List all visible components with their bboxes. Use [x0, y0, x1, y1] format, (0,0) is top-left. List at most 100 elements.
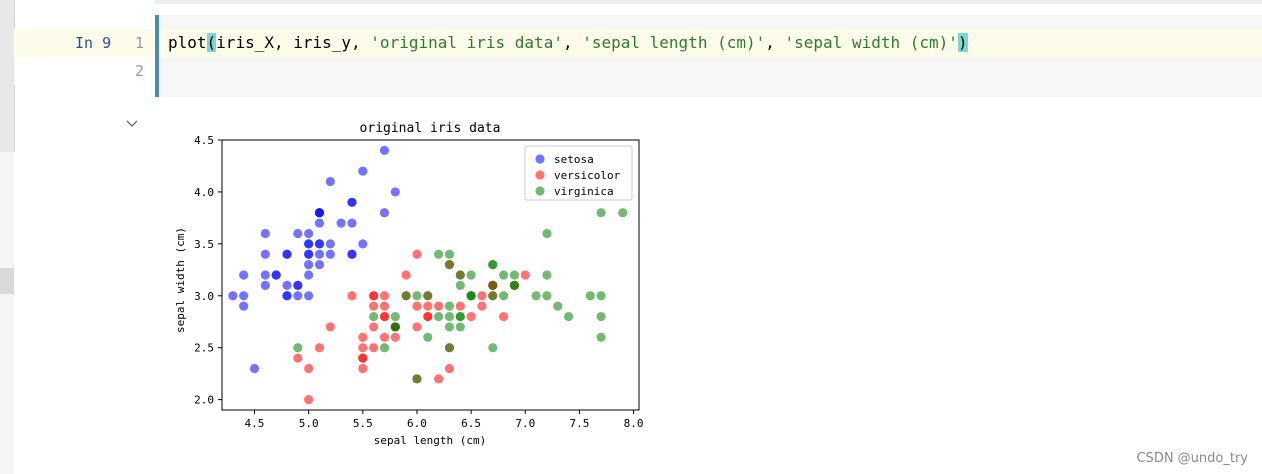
code-sep-2: ,	[765, 33, 785, 52]
point-virginica-13	[379, 343, 390, 353]
point-setosa-14	[390, 187, 400, 197]
point-versicolor-8	[477, 301, 487, 311]
line-number-2: 2	[134, 62, 144, 80]
point-virginica-20	[509, 270, 520, 280]
legend-label-virginica: virginica	[554, 185, 614, 198]
point-setosa-28	[325, 249, 335, 259]
point-versicolor-47	[434, 301, 444, 311]
point-versicolor-38	[369, 291, 379, 301]
open-paren: (	[206, 33, 217, 52]
point-versicolor-42	[390, 332, 400, 342]
point-virginica-15	[455, 270, 465, 280]
point-versicolor-3	[358, 363, 368, 374]
code-arg-xlabel: 'sepal length (cm)'	[582, 33, 766, 52]
point-versicolor-13	[423, 301, 433, 311]
point-virginica-2	[531, 291, 541, 301]
point-versicolor-33	[412, 322, 422, 332]
point-versicolor-26	[499, 311, 509, 322]
point-setosa-47	[260, 270, 270, 280]
x-tick-label: 5.5	[353, 417, 373, 430]
point-versicolor-44	[369, 322, 379, 332]
point-virginica-42	[390, 322, 400, 332]
point-virginica-18	[596, 332, 606, 342]
code-arg-ylabel: 'sepal width (cm)'	[784, 33, 958, 52]
point-setosa-29	[271, 270, 281, 280]
point-setosa-35	[304, 270, 314, 280]
point-virginica-32	[455, 311, 465, 322]
point-virginica-27	[423, 291, 433, 301]
point-setosa-39	[314, 249, 325, 259]
point-virginica-40	[488, 280, 498, 290]
point-versicolor-24	[455, 301, 465, 311]
point-setosa-13	[228, 291, 238, 301]
point-setosa-8	[239, 301, 249, 311]
point-virginica-36	[444, 249, 455, 259]
code-cell[interactable]: In 9 1 2 plot(iris_X, iris_y, 'original …	[14, 15, 1262, 97]
point-setosa-43	[304, 239, 314, 249]
point-virginica-5	[585, 291, 595, 301]
point-versicolor-7	[293, 353, 303, 363]
point-virginica-44	[488, 260, 498, 270]
code-editor[interactable]: plot(iris_X, iris_y, 'original iris data…	[155, 15, 1262, 97]
point-versicolor-46	[379, 301, 390, 311]
scatter-chart: original iris data sepal length (cm) sep…	[174, 121, 644, 447]
point-virginica-9	[542, 228, 552, 239]
legend-marker-setosa	[535, 154, 545, 164]
point-setosa-26	[304, 249, 314, 259]
point-setosa-21	[314, 218, 325, 228]
point-versicolor-39	[358, 343, 368, 353]
point-setosa-24	[282, 249, 292, 259]
point-virginica-49	[401, 291, 411, 301]
point-versicolor-48	[314, 343, 325, 353]
y-tick-label: 2.0	[194, 394, 214, 407]
x-axis-label: sepal length (cm)	[374, 434, 487, 447]
point-virginica-30	[563, 311, 574, 322]
point-versicolor-28	[412, 301, 422, 311]
y-tick-label: 4.0	[194, 186, 214, 199]
point-virginica-33	[444, 311, 455, 322]
legend-box	[524, 145, 633, 201]
point-setosa-46	[314, 208, 325, 218]
point-setosa-30	[282, 280, 292, 290]
chevron-down-icon[interactable]	[126, 117, 138, 132]
close-paren: )	[957, 33, 968, 52]
point-virginica-41	[509, 280, 520, 290]
y-tick-label: 3.0	[194, 290, 214, 303]
point-versicolor-29	[379, 332, 390, 342]
point-setosa-36	[358, 239, 368, 249]
x-tick-label: 7.5	[569, 417, 589, 430]
point-virginica-46	[444, 343, 455, 353]
point-virginica-8	[488, 343, 498, 353]
point-virginica-21	[369, 311, 379, 322]
point-setosa-6	[260, 249, 270, 259]
current-line-highlight: plot(iris_X, iris_y, 'original iris data…	[159, 29, 1262, 57]
point-versicolor-9	[325, 322, 335, 332]
point-virginica-48	[434, 249, 444, 259]
point-virginica-45	[488, 291, 498, 301]
code-text[interactable]: plot(iris_X, iris_y, 'original iris data…	[168, 29, 968, 57]
point-setosa-10	[347, 218, 357, 228]
code-sep-1: ,	[562, 33, 583, 52]
point-setosa-18	[379, 208, 390, 218]
x-tick-label: 6.0	[407, 417, 427, 430]
point-versicolor-35	[412, 249, 422, 259]
point-versicolor-10	[304, 395, 314, 405]
point-virginica-25	[542, 270, 552, 280]
point-setosa-23	[314, 260, 325, 270]
point-setosa-4	[304, 228, 314, 239]
point-virginica-43	[499, 270, 509, 280]
point-versicolor-45	[379, 291, 390, 301]
x-tick-label: 7.0	[515, 417, 535, 430]
point-virginica-11	[455, 322, 465, 332]
point-setosa-45	[282, 291, 292, 301]
point-virginica-3	[444, 301, 455, 311]
point-setosa-31	[347, 249, 357, 259]
point-virginica-37	[455, 280, 465, 290]
left-scrollbar[interactable]	[0, 0, 15, 152]
point-setosa-41	[249, 363, 260, 374]
point-virginica-19	[412, 374, 422, 384]
x-tick-label: 8.0	[624, 417, 644, 430]
point-versicolor-40	[358, 332, 368, 342]
point-versicolor-19	[369, 343, 379, 353]
point-virginica-22	[596, 311, 606, 322]
